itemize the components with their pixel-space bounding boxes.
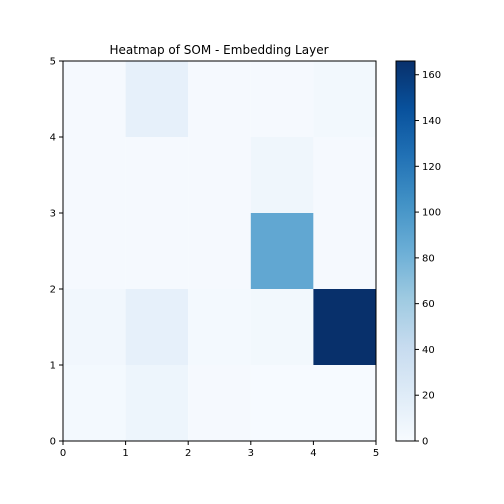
y-tick-label: 1 (50, 361, 56, 372)
colorbar-tick-label: 60 (422, 299, 435, 310)
heatmap-cells (63, 61, 376, 441)
colorbar-tick-label: 80 (422, 253, 435, 264)
heatmap-cell (313, 137, 376, 213)
heatmap-cell (313, 213, 376, 289)
heatmap-cell (188, 213, 251, 289)
heatmap-cell (250, 289, 314, 365)
heatmap-cell (313, 365, 376, 441)
y-tick-label: 3 (50, 209, 56, 220)
heatmap-cell (125, 61, 189, 137)
colorbar-tick-label: 20 (422, 391, 435, 402)
heatmap-cell (188, 137, 251, 213)
colorbar-tick-label: 0 (422, 437, 428, 448)
heatmap-cell (250, 61, 314, 137)
y-tick-label: 2 (50, 285, 56, 296)
heatmap-cell (125, 137, 189, 213)
colorbar-tick-label: 160 (422, 70, 441, 81)
heatmap-cell (188, 289, 251, 365)
plot-frame (62, 60, 377, 442)
x-tick-label: 3 (248, 448, 254, 459)
x-tick-label: 0 (60, 448, 66, 459)
y-axis: 0 1 2 3 4 5 (50, 57, 63, 448)
heatmap-cell (125, 365, 189, 441)
y-tick-label: 5 (50, 57, 56, 68)
heatmap-cell (63, 365, 126, 441)
x-tick-label: 1 (122, 448, 128, 459)
heatmap-cell (250, 365, 314, 441)
heatmap-cell (188, 61, 251, 137)
x-axis: 0 1 2 3 4 5 (60, 441, 379, 459)
colorbar-tick-label: 140 (422, 116, 441, 127)
heatmap-cell (250, 137, 314, 213)
colorbar-tick-label: 100 (422, 208, 441, 219)
x-tick-label: 5 (373, 448, 379, 459)
x-tick-label: 4 (310, 448, 316, 459)
colorbar (395, 60, 416, 442)
x-tick-label: 2 (185, 448, 191, 459)
y-tick-label: 0 (50, 437, 56, 448)
chart-title: Heatmap of SOM - Embedding Layer (109, 43, 328, 57)
heatmap-cell (125, 213, 189, 289)
colorbar-tick-label: 40 (422, 345, 435, 356)
heatmap-cell (125, 289, 189, 365)
heatmap-cell (63, 137, 126, 213)
heatmap-cell (250, 213, 314, 289)
heatmap-cell (313, 61, 376, 137)
heatmap-cell (63, 289, 126, 365)
y-tick-label: 4 (50, 133, 56, 144)
heatmap-cell (63, 61, 126, 137)
colorbar-axis: 0 20 40 60 80 100 120 140 160 (415, 70, 441, 448)
colorbar-tick-label: 120 (422, 162, 441, 173)
heatmap-cell (313, 289, 376, 365)
heatmap-cell (63, 213, 126, 289)
heatmap-cell (188, 365, 251, 441)
